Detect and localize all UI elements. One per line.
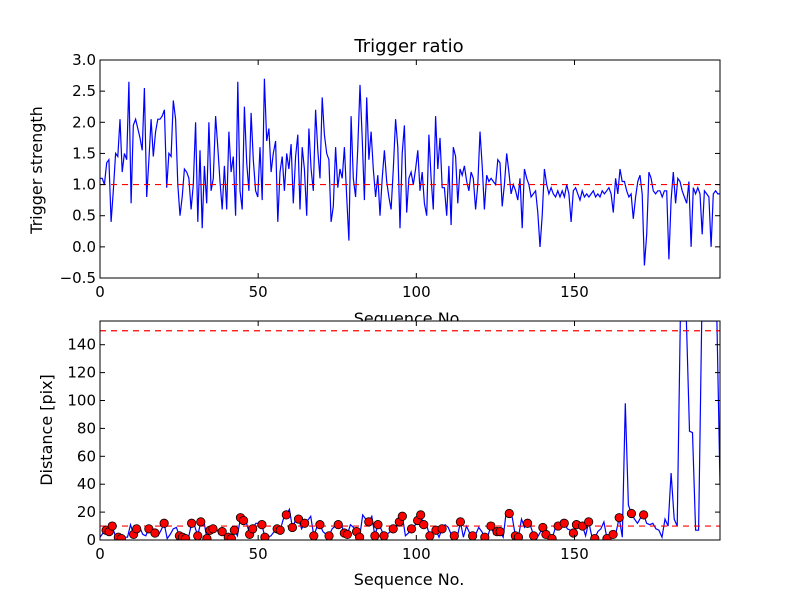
data-point: [260, 532, 270, 540]
y-axis-label: Distance [pix]: [37, 374, 56, 486]
data-point: [626, 508, 637, 519]
data-point: [309, 531, 319, 540]
plot-background: [100, 321, 720, 540]
y-tick-label: 120: [67, 364, 96, 382]
data-point: [425, 531, 435, 540]
data-point: [333, 520, 343, 530]
axes-frame: [99, 320, 721, 541]
data-point: [364, 517, 374, 527]
data-point: [522, 518, 533, 528]
data-point: [547, 534, 557, 540]
y-tick-label: 40: [77, 475, 96, 493]
y-tick-label: 140: [67, 336, 96, 354]
y-tick-label: −0.5: [60, 269, 96, 287]
data-point: [590, 534, 600, 540]
plot-area: 0 50 100 150 −0.5 0.0 0.5 1.0 1.5 2.0 2.5 3.0: [60, 51, 721, 301]
data-point: [480, 532, 490, 540]
data-point: [639, 510, 649, 520]
data-point: [132, 524, 142, 534]
data-point: [342, 529, 352, 540]
data-point: [257, 520, 267, 530]
data-point: [468, 531, 478, 540]
data-point: [315, 520, 325, 530]
data-point: [187, 518, 197, 528]
y-axis-label: Trigger strength: [27, 106, 46, 235]
data-point: [159, 518, 169, 528]
x-tick-label: 150: [560, 283, 589, 301]
x-tick-label: 150: [560, 545, 589, 563]
y-tick-label: 2.5: [72, 82, 96, 100]
data-point: [379, 531, 389, 540]
plot-area: 0 50 100 150 0 20 40 60 80 100 120 140: [67, 320, 721, 563]
data-point: [529, 531, 539, 540]
data-point: [275, 525, 285, 535]
chart-title: Trigger ratio: [353, 36, 463, 57]
data-point: [406, 524, 417, 534]
y-tick-label: 0.5: [72, 207, 96, 225]
x-tick-label: 100: [402, 545, 431, 563]
data-point: [559, 518, 569, 528]
x-axis-label: Sequence No.: [354, 570, 465, 589]
data-point: [486, 521, 496, 531]
data-point: [248, 524, 258, 534]
data-point: [324, 531, 334, 540]
data-point: [287, 522, 298, 533]
y-tick-label: 2.0: [72, 113, 96, 131]
data-point: [217, 527, 227, 537]
y-tick-label: 80: [77, 419, 96, 437]
data-point: [495, 527, 505, 537]
data-point: [416, 510, 426, 520]
x-tick-label: 0: [95, 545, 105, 563]
data-point: [150, 528, 160, 538]
data-point: [116, 534, 126, 540]
data-point: [281, 510, 291, 520]
data-point: [355, 532, 365, 540]
data-point: [238, 515, 249, 526]
data-point: [513, 532, 524, 540]
x-tick-label: 50: [249, 545, 268, 563]
data-point: [568, 528, 578, 538]
data-point: [196, 517, 206, 527]
data-point: [229, 525, 239, 535]
data-point: [370, 531, 380, 540]
y-tick-label: 3.0: [72, 51, 96, 69]
data-point: [373, 520, 383, 530]
data-point: [107, 521, 117, 531]
data-point: [608, 529, 618, 540]
series-line: [100, 78, 720, 266]
x-tick-label: 100: [402, 283, 431, 301]
y-tick-label: 1.5: [72, 144, 96, 162]
data-point: [419, 520, 429, 530]
data-point: [584, 517, 594, 527]
chart-distance: 0 50 100 150 0 20 40 60 80 100 120 140 Sequence No.…: [37, 320, 721, 589]
data-point: [504, 508, 514, 519]
y-tick-label: 1.0: [72, 176, 96, 194]
data-point: [180, 534, 191, 540]
chart-trigger-ratio: Trigger ratio 0 50 100 150 −0.5 0.0 0.5 1.0 1.5 2…: [27, 36, 721, 328]
axes-frame: [99, 59, 721, 279]
y-tick-label: 0.0: [72, 238, 96, 256]
data-point: [614, 513, 624, 523]
data-point: [226, 534, 236, 540]
y-tick-label: 100: [67, 392, 96, 410]
plot-background: [100, 60, 720, 278]
data-point: [437, 524, 447, 534]
y-tick-label: 20: [77, 503, 96, 521]
y-tick-label: 0: [86, 531, 96, 549]
y-tick-label: 60: [77, 447, 96, 465]
data-point: [300, 518, 310, 528]
data-point: [202, 534, 212, 540]
x-tick-label: 0: [95, 283, 105, 301]
data-point: [449, 531, 459, 540]
data-point: [397, 511, 407, 521]
data-point: [455, 517, 465, 527]
data-point: [193, 531, 203, 540]
data-point: [208, 524, 218, 534]
x-tick-label: 50: [249, 283, 268, 301]
data-point: [388, 524, 398, 534]
